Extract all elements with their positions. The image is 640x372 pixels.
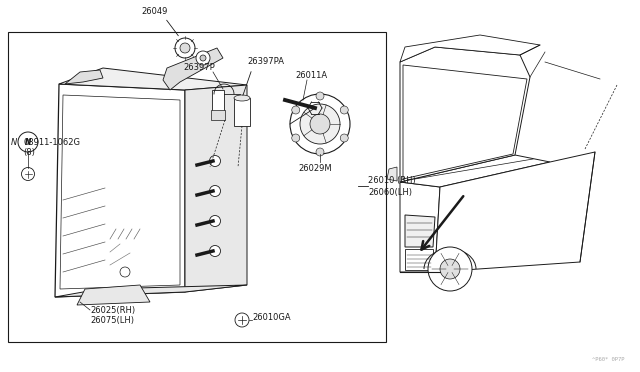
- Polygon shape: [59, 68, 247, 90]
- Text: ^P60* 0P7P: ^P60* 0P7P: [593, 357, 625, 362]
- Polygon shape: [405, 249, 433, 270]
- Circle shape: [440, 259, 460, 279]
- Text: N: N: [11, 138, 17, 147]
- Circle shape: [18, 132, 38, 152]
- Polygon shape: [400, 47, 530, 182]
- Text: (8): (8): [23, 148, 35, 157]
- Polygon shape: [400, 155, 550, 187]
- Circle shape: [22, 167, 35, 180]
- Bar: [211, 110, 225, 120]
- Polygon shape: [77, 285, 150, 305]
- Bar: [234, 98, 250, 126]
- Polygon shape: [403, 65, 527, 179]
- Circle shape: [209, 186, 221, 196]
- Circle shape: [200, 55, 206, 61]
- Circle shape: [316, 92, 324, 100]
- Text: 26010 (RH): 26010 (RH): [368, 176, 416, 185]
- Text: 26010GA: 26010GA: [252, 312, 291, 321]
- Circle shape: [310, 114, 330, 134]
- Circle shape: [292, 106, 300, 114]
- Text: 26029M: 26029M: [298, 164, 332, 173]
- Bar: [212, 90, 224, 112]
- Circle shape: [235, 313, 249, 327]
- Text: 08911-1062G: 08911-1062G: [23, 138, 80, 147]
- Polygon shape: [435, 152, 595, 272]
- Text: 26397PA: 26397PA: [247, 57, 284, 66]
- Polygon shape: [55, 84, 185, 297]
- Circle shape: [180, 43, 190, 53]
- Polygon shape: [400, 35, 540, 62]
- Text: 26075(LH): 26075(LH): [90, 315, 134, 324]
- Circle shape: [196, 51, 210, 65]
- Polygon shape: [65, 70, 103, 84]
- Circle shape: [209, 246, 221, 257]
- Circle shape: [340, 106, 348, 114]
- Polygon shape: [400, 182, 440, 272]
- Circle shape: [209, 155, 221, 167]
- Circle shape: [209, 215, 221, 227]
- Bar: [8, 32, 386, 342]
- Circle shape: [340, 134, 348, 142]
- Polygon shape: [185, 85, 247, 292]
- Text: 26060(LH): 26060(LH): [368, 187, 412, 196]
- Polygon shape: [405, 215, 435, 247]
- Circle shape: [175, 38, 195, 58]
- Polygon shape: [387, 167, 397, 181]
- Circle shape: [316, 148, 324, 156]
- Circle shape: [428, 247, 472, 291]
- Text: 26025(RH): 26025(RH): [90, 305, 135, 314]
- Polygon shape: [55, 285, 247, 297]
- Text: N: N: [25, 138, 31, 147]
- Circle shape: [292, 134, 300, 142]
- Circle shape: [300, 104, 340, 144]
- Ellipse shape: [234, 95, 250, 101]
- Circle shape: [290, 94, 350, 154]
- Text: 26011A: 26011A: [295, 71, 327, 80]
- Text: 26397P: 26397P: [183, 63, 215, 72]
- Polygon shape: [163, 48, 223, 90]
- Text: 26049: 26049: [142, 7, 168, 16]
